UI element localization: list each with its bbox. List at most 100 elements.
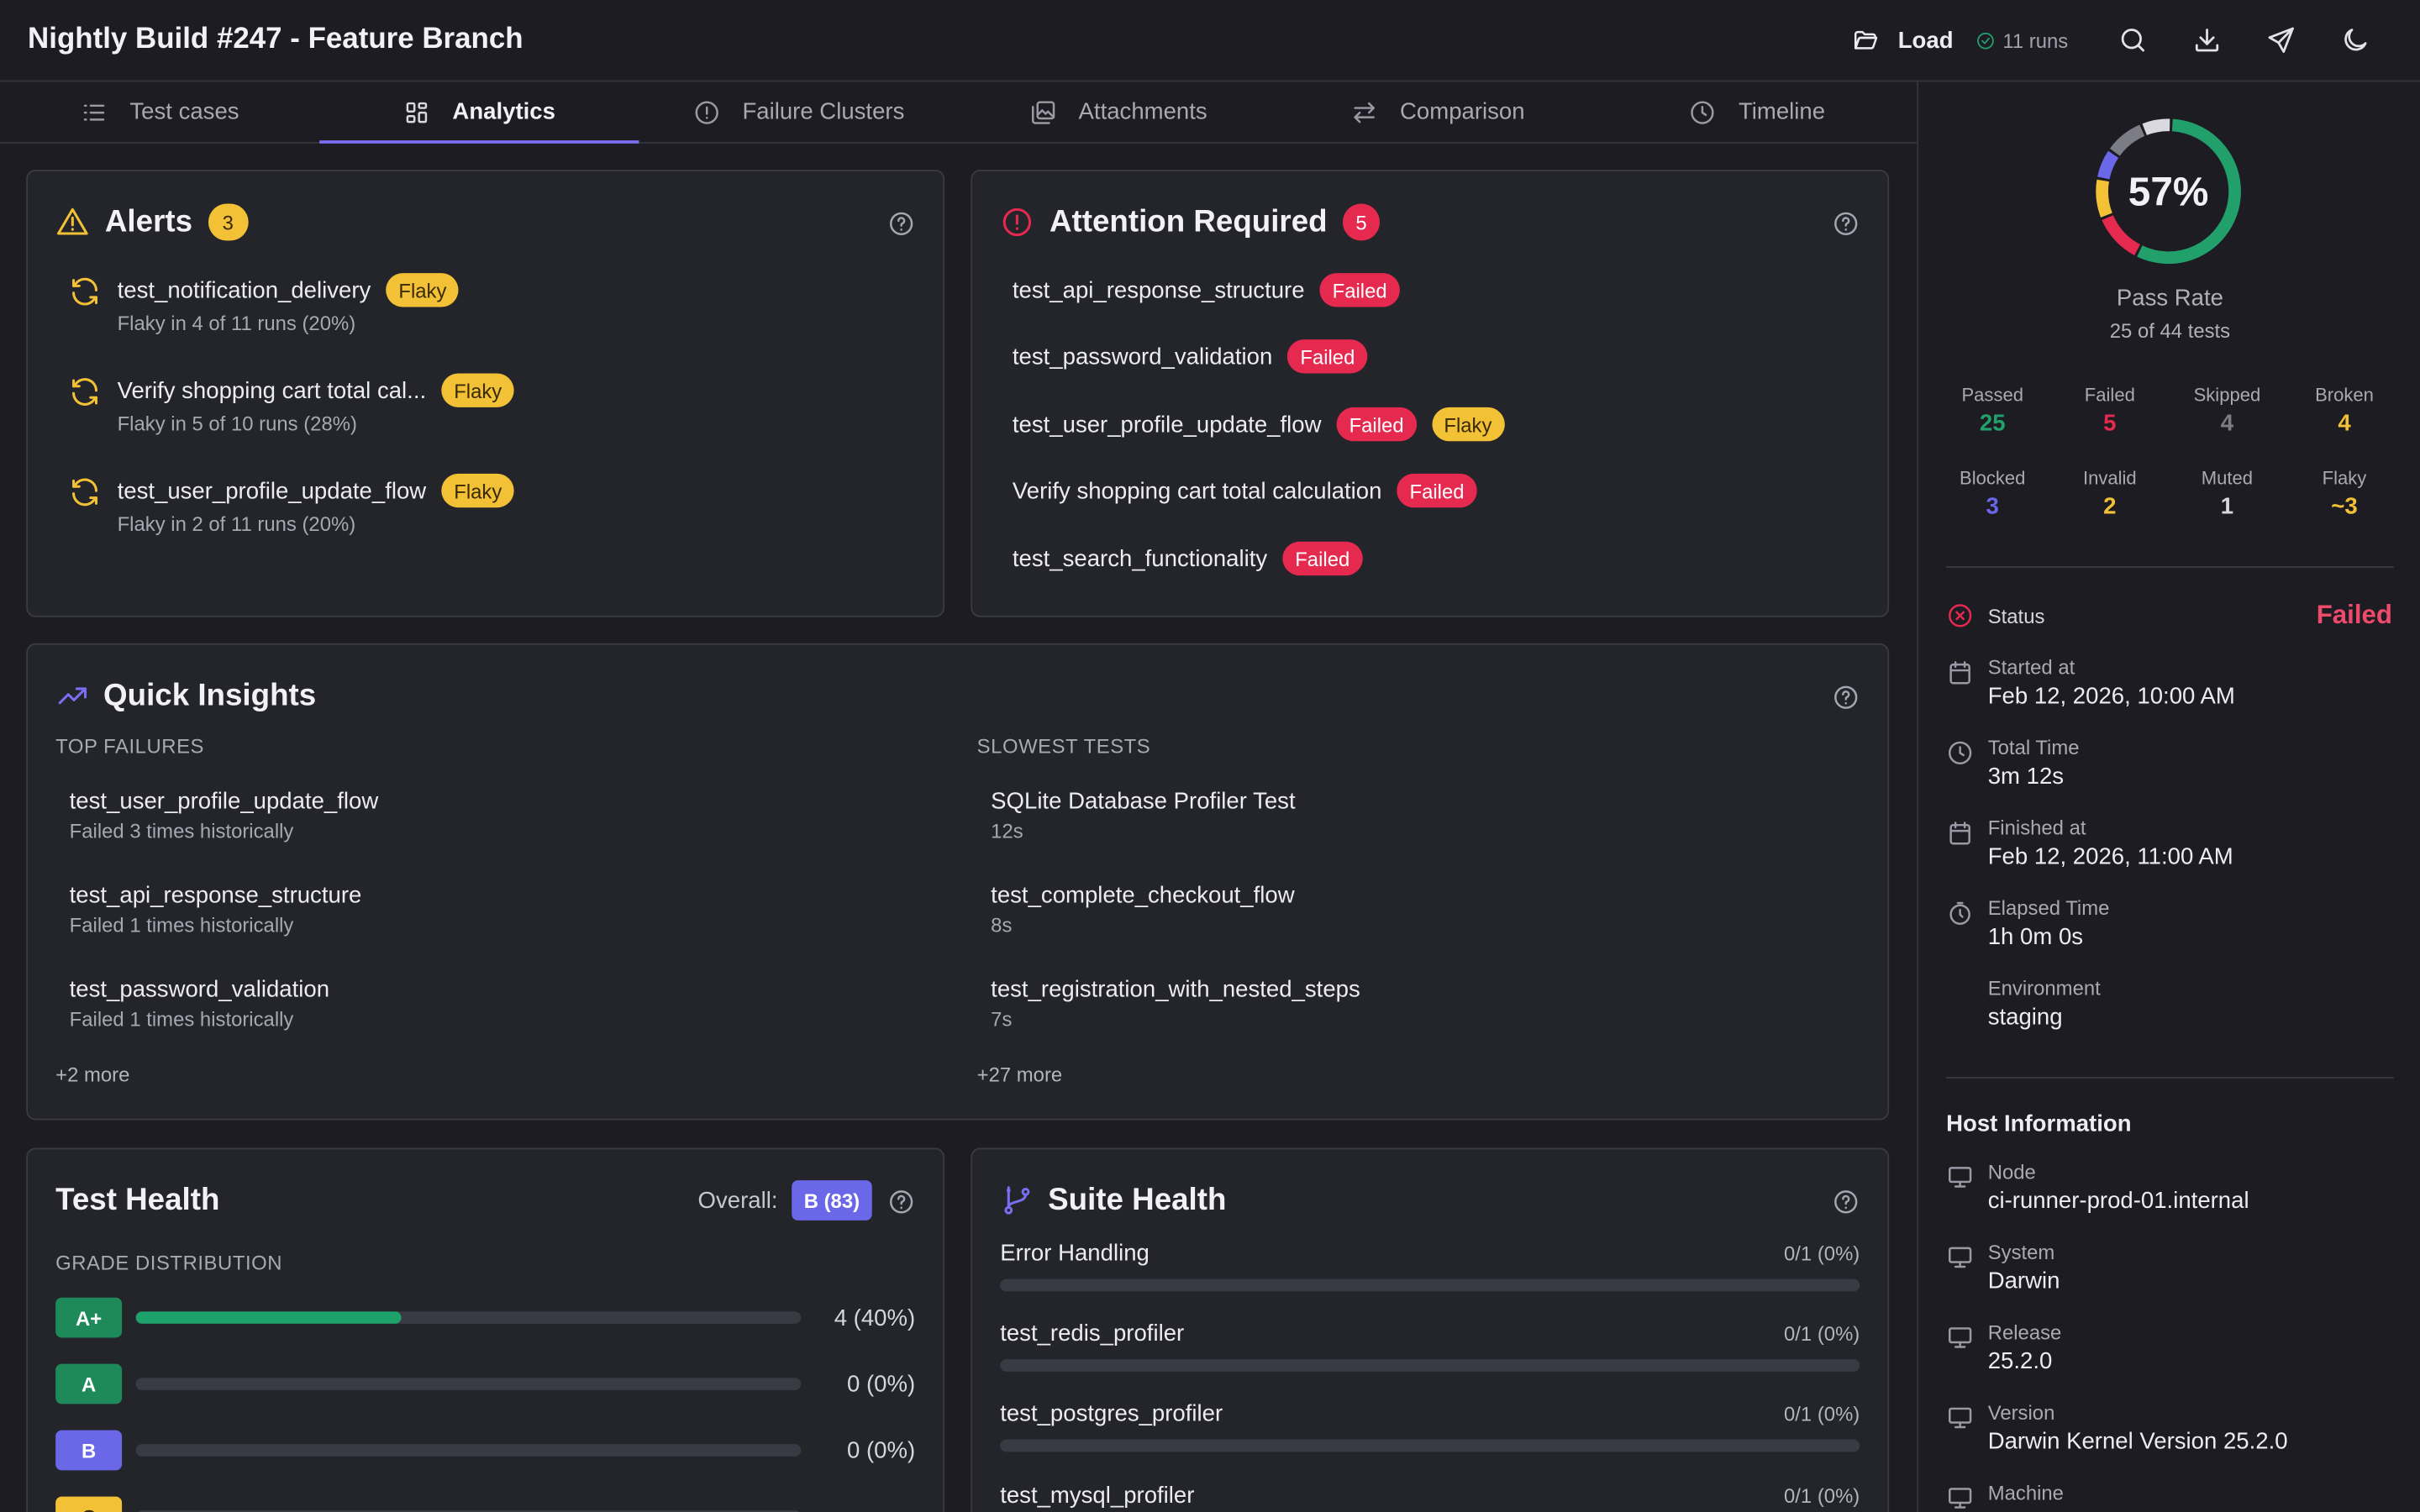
pass-rate-donut: 57% bbox=[2091, 114, 2246, 269]
help-circle-icon bbox=[887, 210, 915, 238]
stat-skipped: Skipped 4 bbox=[2169, 384, 2286, 436]
slow-test-item[interactable]: test_complete_checkout_flow 8s bbox=[991, 883, 1294, 937]
pass-rate-value: 57% bbox=[2091, 114, 2246, 269]
runs-label: 11 runs bbox=[2002, 29, 2068, 52]
slow-test-item[interactable]: test_registration_with_nested_steps 7s bbox=[991, 977, 1360, 1031]
help-circle-icon bbox=[1832, 1188, 1860, 1215]
test-health-help-button[interactable] bbox=[887, 1188, 915, 1215]
load-label: Load bbox=[1898, 27, 1954, 53]
info-value: Darwin Kernel Version 25.2.0 bbox=[1988, 1429, 2288, 1455]
monitor-icon bbox=[1946, 1324, 1974, 1352]
help-circle-icon bbox=[1832, 210, 1860, 238]
stat-value: 3 bbox=[1933, 494, 2051, 520]
alert-test-name: test_user_profile_update_flow bbox=[118, 477, 427, 503]
tab-test-cases[interactable]: Test cases bbox=[0, 81, 319, 142]
grid-icon bbox=[403, 98, 431, 126]
attention-card: Attention Required 5 test_api_response_s… bbox=[971, 170, 1889, 617]
grade-count: 0 (0%) bbox=[847, 1437, 915, 1463]
grade-badge: A bbox=[55, 1364, 122, 1404]
alert-item[interactable]: test_user_profile_update_flow Flaky Flak… bbox=[68, 474, 514, 535]
search-button[interactable] bbox=[2096, 9, 2170, 71]
stat-muted: Muted 1 bbox=[2169, 468, 2286, 520]
divider bbox=[1946, 566, 2394, 568]
info-label: Machine bbox=[1988, 1481, 2064, 1504]
suite-row[interactable]: test_postgres_profiler 0/1 (0%) bbox=[1000, 1396, 1860, 1452]
slowest-tests-label: SLOWEST TESTS bbox=[977, 734, 1151, 758]
stat-failed: Failed 5 bbox=[2051, 384, 2169, 436]
info-label: Release bbox=[1988, 1320, 2062, 1344]
attention-item[interactable]: test_user_profile_update_flow Failed Fla… bbox=[1013, 407, 1504, 441]
top-failure-item[interactable]: test_api_response_structure Failed 1 tim… bbox=[70, 883, 362, 937]
download-button[interactable] bbox=[2170, 9, 2244, 71]
stat-label: Blocked bbox=[1933, 468, 2051, 490]
suite-pass-value: 0/1 (0%) bbox=[1784, 1321, 1860, 1345]
suite-row[interactable]: Error Handling 0/1 (0%) bbox=[1000, 1236, 1860, 1291]
tab-comparison[interactable]: Comparison bbox=[1278, 81, 1597, 142]
load-button[interactable]: Load bbox=[1852, 26, 1954, 54]
trending-up-icon bbox=[55, 679, 89, 712]
grade-bar bbox=[136, 1311, 802, 1324]
test-health-title: Test Health bbox=[55, 1183, 219, 1218]
theme-toggle-button[interactable] bbox=[2318, 9, 2392, 71]
info-label: Total Time bbox=[1988, 736, 2080, 759]
stat-label: Passed bbox=[1933, 384, 2051, 406]
stat-label: Invalid bbox=[2051, 468, 2169, 490]
host-row-version: Version Darwin Kernel Version 25.2.0 bbox=[1946, 1401, 2392, 1455]
send-button[interactable] bbox=[2244, 9, 2318, 71]
suite-health-card: Suite Health Error Handling 0/1 (0%) test… bbox=[971, 1148, 1889, 1512]
suite-name: test_mysql_profiler bbox=[1000, 1482, 1194, 1508]
alert-detail: Flaky in 5 of 10 runs (28%) bbox=[118, 412, 514, 435]
attention-item[interactable]: test_password_validation Failed bbox=[1013, 339, 1367, 373]
grade-row: C bbox=[55, 1497, 915, 1512]
alerts-count-badge: 3 bbox=[208, 203, 248, 240]
alert-item[interactable]: test_notification_delivery Flaky Flaky i… bbox=[68, 273, 459, 334]
top-failure-name: test_user_profile_update_flow bbox=[70, 789, 379, 815]
attention-help-button[interactable] bbox=[1832, 210, 1860, 238]
slow-test-name: test_registration_with_nested_steps bbox=[991, 977, 1360, 1003]
suite-health-help-button[interactable] bbox=[1832, 1188, 1860, 1215]
info-row-finished: Finished at Feb 12, 2026, 11:00 AM bbox=[1946, 816, 2392, 870]
grade-bar bbox=[136, 1444, 802, 1457]
suite-name: Error Handling bbox=[1000, 1240, 1150, 1266]
header-actions: Load 11 runs bbox=[1852, 9, 2392, 71]
tab-attachments[interactable]: Attachments bbox=[959, 81, 1278, 142]
git-branch-icon bbox=[1000, 1184, 1034, 1217]
attention-item[interactable]: Verify shopping cart total calculation F… bbox=[1013, 474, 1476, 507]
slow-test-item[interactable]: SQLite Database Profiler Test 12s bbox=[991, 789, 1295, 843]
slowest-more-link[interactable]: +27 more bbox=[977, 1063, 1063, 1087]
insights-header: Quick Insights bbox=[55, 675, 1860, 716]
attention-item[interactable]: test_search_functionality Failed bbox=[1013, 542, 1362, 575]
top-failure-detail: Failed 3 times historically bbox=[70, 819, 379, 843]
info-label: Finished at bbox=[1988, 816, 2233, 840]
slow-test-name: SQLite Database Profiler Test bbox=[991, 789, 1295, 815]
top-failures-more-link[interactable]: +2 more bbox=[55, 1063, 129, 1087]
alerts-header: Alerts 3 bbox=[55, 202, 915, 243]
page-title: Nightly Build #247 - Feature Branch bbox=[28, 24, 523, 57]
download-icon bbox=[2191, 24, 2223, 55]
insights-help-button[interactable] bbox=[1832, 684, 1860, 711]
attention-item[interactable]: test_api_response_structure Failed bbox=[1013, 273, 1399, 307]
tab-timeline[interactable]: Timeline bbox=[1597, 81, 1917, 142]
info-value: 25.2.0 bbox=[1988, 1348, 2062, 1374]
top-failure-item[interactable]: test_user_profile_update_flow Failed 3 t… bbox=[70, 789, 379, 843]
tab-label: Comparison bbox=[1400, 99, 1525, 125]
info-label: Node bbox=[1988, 1160, 2249, 1184]
tab-analytics[interactable]: Analytics bbox=[319, 81, 639, 142]
help-circle-icon bbox=[1832, 684, 1860, 711]
search-icon bbox=[2118, 24, 2149, 55]
failed-badge: Failed bbox=[1288, 339, 1367, 373]
top-failure-item[interactable]: test_password_validation Failed 1 times … bbox=[70, 977, 329, 1031]
alerts-card: Alerts 3 test_notification_delivery Flak… bbox=[26, 170, 944, 617]
info-value: Feb 12, 2026, 10:00 AM bbox=[1988, 684, 2235, 710]
analytics-content: Alerts 3 test_notification_delivery Flak… bbox=[0, 145, 1917, 1512]
suite-row[interactable]: test_mysql_profiler 0/1 (0%) bbox=[1000, 1478, 1860, 1512]
tab-failure-clusters[interactable]: Failure Clusters bbox=[639, 81, 958, 142]
clock-icon bbox=[1689, 98, 1717, 126]
flaky-badge: Flaky bbox=[387, 273, 459, 307]
suite-row[interactable]: test_redis_profiler 0/1 (0%) bbox=[1000, 1316, 1860, 1372]
alerts-help-button[interactable] bbox=[887, 210, 915, 238]
alert-name-row: test_user_profile_update_flow Flaky bbox=[118, 474, 514, 507]
refresh-icon bbox=[68, 475, 102, 509]
icon-spacer bbox=[1946, 977, 1974, 1031]
alert-item[interactable]: Verify shopping cart total cal... Flaky … bbox=[68, 373, 514, 434]
